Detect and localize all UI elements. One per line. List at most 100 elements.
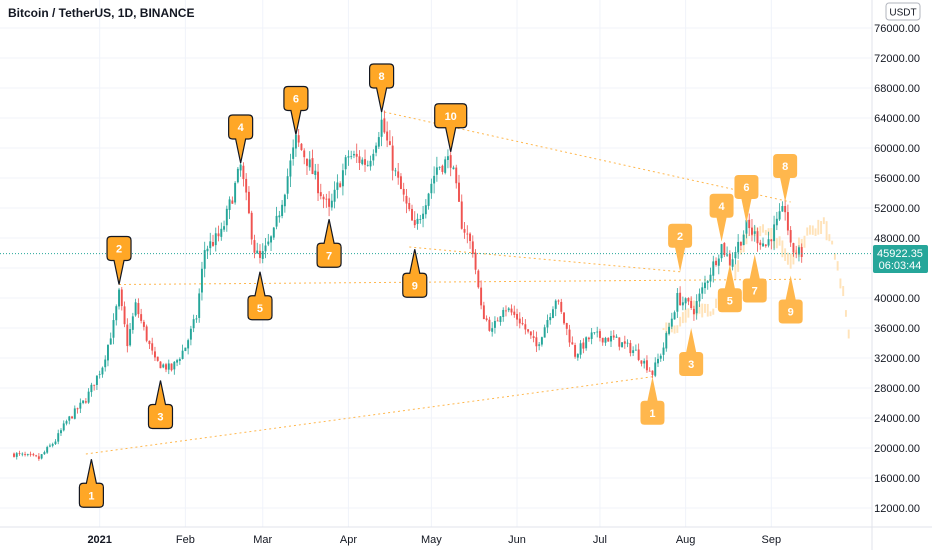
projection-candle [712, 308, 715, 315]
trendline [119, 278, 802, 285]
projection-candle [800, 239, 803, 248]
candle-body [355, 153, 358, 157]
projection-candle [739, 248, 742, 255]
candle-body [281, 204, 284, 217]
projection-candle [762, 224, 764, 233]
candle-body [275, 215, 278, 227]
wave-marker[interactable]: 8 [369, 63, 395, 113]
projection-candle [811, 225, 814, 235]
candle-body [330, 200, 333, 208]
wave-marker[interactable]: 4 [709, 193, 734, 242]
price-tick-label: 52000.00 [874, 203, 920, 215]
candle-body [43, 452, 46, 455]
candle-body [245, 178, 248, 193]
candle-body [145, 326, 148, 341]
candle-body [488, 319, 491, 331]
candle-body [107, 344, 109, 361]
candle-body [386, 131, 389, 141]
candle-body [485, 318, 488, 321]
candle-body [394, 170, 397, 172]
candle-body [629, 343, 632, 354]
wave-marker[interactable]: 9 [778, 275, 803, 324]
wave-marker-callout [228, 114, 254, 164]
candle-body [676, 292, 679, 312]
candle-body [604, 337, 607, 343]
candle-body [455, 167, 458, 184]
currency-badge[interactable]: USDT [885, 2, 921, 21]
projection-candle [679, 316, 682, 327]
candle-body [369, 160, 372, 167]
wave-marker[interactable]: 6 [283, 85, 309, 135]
candle-body [538, 344, 541, 346]
wave-marker[interactable]: 10 [434, 103, 468, 152]
projection-candle [676, 325, 679, 333]
projection-candle [781, 240, 784, 258]
time-axis[interactable]: 2021 Feb Mar Apr May Jun Jul Aug Sep [87, 534, 781, 546]
candle-body [748, 219, 751, 229]
wave-marker[interactable]: 7 [742, 254, 767, 303]
candle-body [502, 309, 505, 317]
price-axis[interactable]: 12000.00 16000.00 20000.00 24000.00 28000.00… [874, 23, 920, 515]
candle-body [571, 342, 574, 345]
projection-candle [759, 226, 762, 237]
candle-body [463, 229, 466, 233]
candle-body [37, 456, 40, 459]
wave-marker[interactable]: 1 [640, 376, 665, 425]
candle-body [167, 363, 170, 370]
candle-body [557, 300, 560, 302]
candle-body [563, 312, 565, 324]
candle-body [654, 362, 657, 376]
wave-marker[interactable]: 5 [247, 271, 273, 321]
candle-body [424, 205, 427, 215]
candle-body [778, 211, 781, 220]
candle-body [372, 153, 375, 161]
candle-body [800, 247, 803, 257]
wave-marker[interactable]: 4 [228, 114, 254, 164]
wave-marker[interactable]: 7 [316, 219, 342, 268]
candle-body [549, 317, 552, 321]
wave-markers: 1 2 3 4 5 6 7 8 9 10 1 2 3 4 5 6 7 8 9 [78, 63, 803, 508]
wave-marker-label: 2 [116, 244, 122, 256]
candle-body [668, 326, 671, 334]
candle-body [65, 421, 68, 424]
wave-marker[interactable]: 8 [773, 154, 798, 202]
candle-body [480, 287, 483, 306]
candle-body [51, 444, 54, 446]
projection-candle [684, 308, 687, 323]
candle-body [250, 212, 253, 240]
wave-marker-callout [742, 254, 767, 303]
candle-body [259, 250, 261, 258]
projection-candle [814, 228, 817, 237]
wave-marker[interactable]: 9 [402, 249, 428, 298]
time-tick-label: Apr [340, 534, 357, 546]
candle-body [217, 233, 220, 237]
wave-marker[interactable]: 2 [106, 235, 132, 285]
wave-marker[interactable]: 3 [679, 328, 704, 376]
candle-body [292, 147, 295, 159]
candle-body [270, 236, 273, 243]
candle-body [452, 167, 455, 170]
price-tick-label: 72000.00 [874, 53, 920, 65]
candle-body [662, 347, 665, 355]
candle-body [637, 349, 640, 360]
wave-marker[interactable]: 5 [717, 264, 742, 313]
price-tick-label: 60000.00 [874, 143, 920, 155]
candles [13, 110, 803, 461]
price-tick-label: 16000.00 [874, 473, 920, 485]
wave-marker[interactable]: 1 [78, 459, 104, 508]
price-tick-label: 40000.00 [874, 293, 920, 305]
candle-body [433, 175, 436, 184]
wave-marker[interactable]: 2 [668, 223, 693, 272]
projection-candle [709, 311, 712, 317]
wave-marker[interactable]: 6 [734, 175, 759, 223]
projection-candle [778, 236, 781, 246]
candle-body [408, 203, 411, 210]
price-tick-label: 12000.00 [874, 503, 920, 515]
candle-body [786, 212, 789, 231]
candle-body [579, 343, 582, 355]
candle-body [239, 164, 242, 171]
wave-marker[interactable]: 3 [147, 380, 174, 430]
candle-body [98, 373, 101, 375]
candle-body [347, 156, 350, 158]
